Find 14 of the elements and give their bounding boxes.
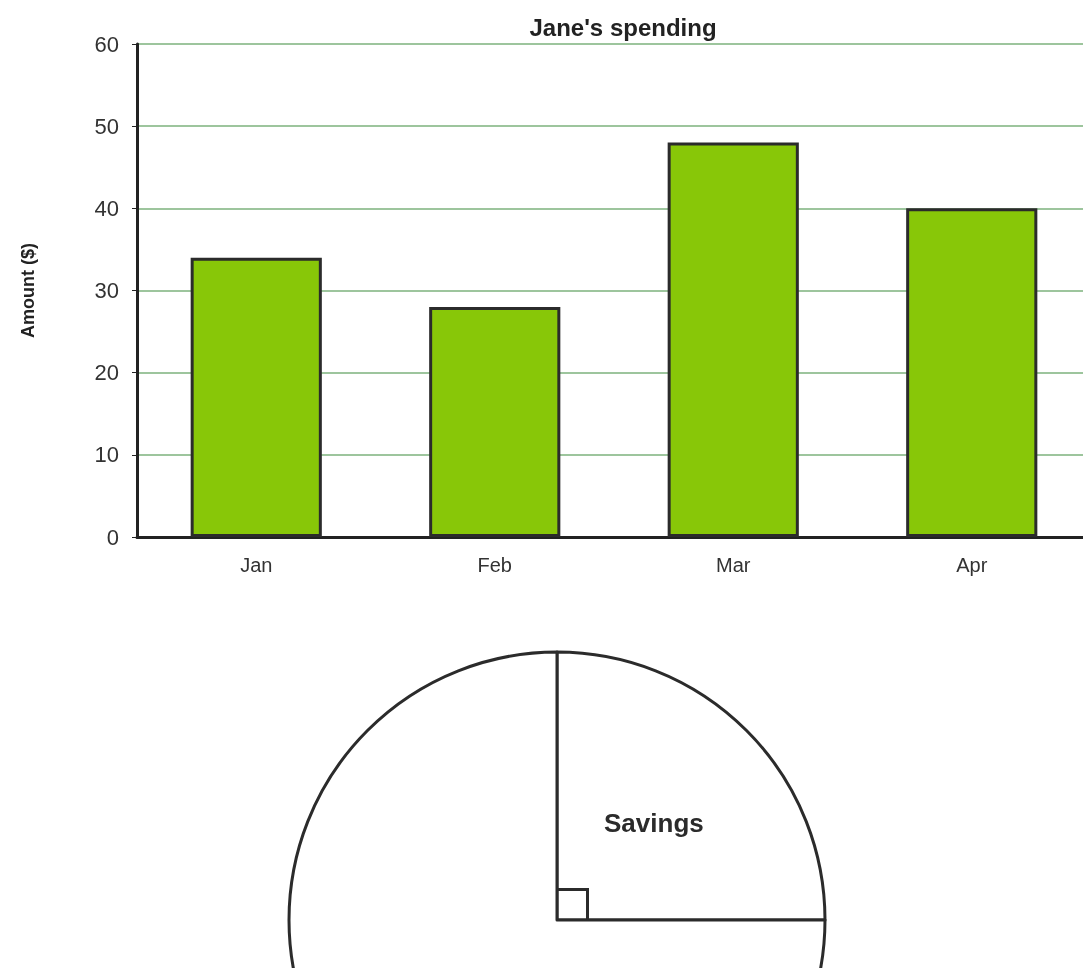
y-tick-label: 50 [94,113,119,139]
y-tick-label: 10 [94,442,119,468]
x-tick-label: Jan [240,554,273,576]
y-axis-title: Amount ($) [18,243,38,338]
y-tick-label: 0 [106,524,119,550]
y-tick-label: 40 [94,195,119,221]
y-tick-label: 60 [94,31,119,57]
chart-title: Jane's spending [529,13,717,41]
y-tick-label: 30 [94,278,119,303]
y-tick-label: 20 [94,360,119,386]
x-tick-label: Feb [477,554,512,576]
x-tick-label: Mar [716,554,751,576]
x-tick-label: Apr [956,554,988,576]
slice-label: Savings [604,808,704,839]
